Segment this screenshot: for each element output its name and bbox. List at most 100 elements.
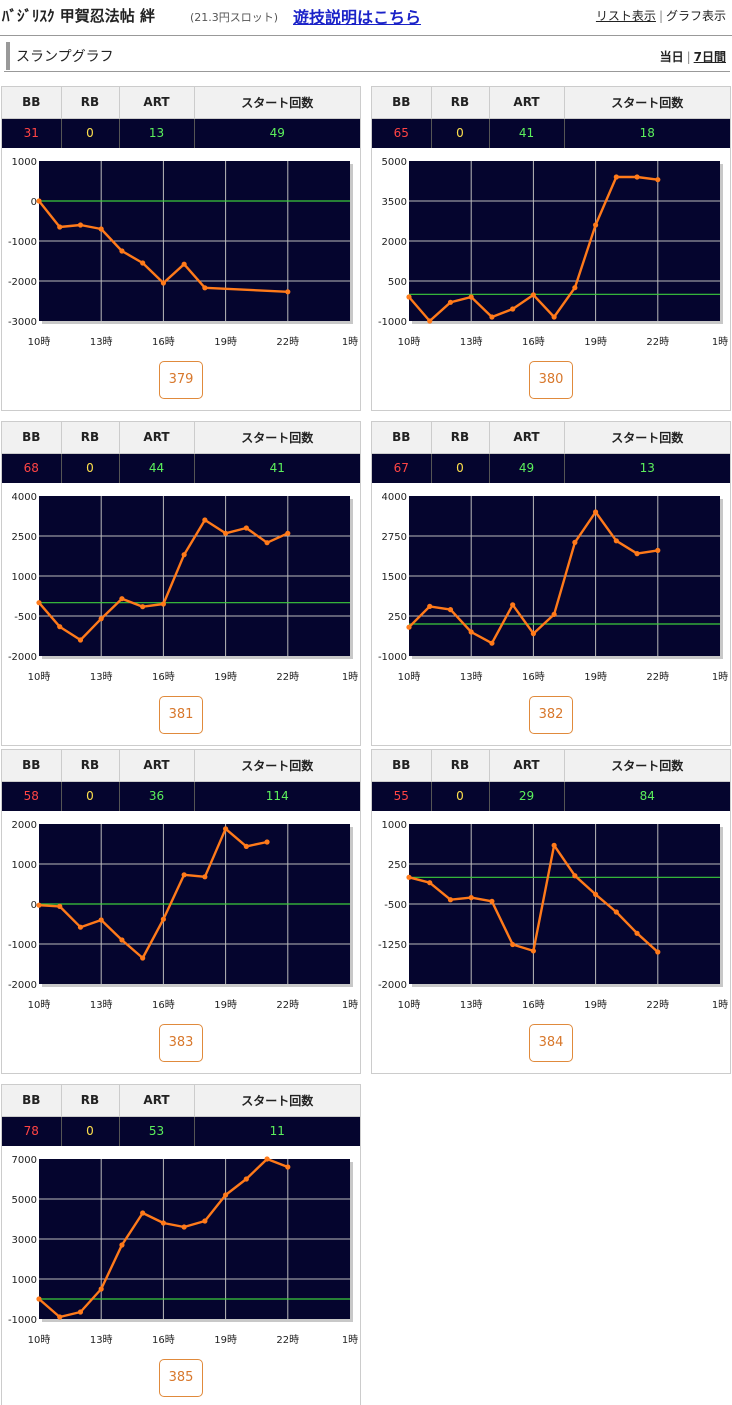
- data-point: [655, 949, 661, 955]
- data-point: [119, 596, 125, 602]
- x-tick-label: 13時: [460, 999, 483, 1011]
- y-tick-label: 5000: [12, 1195, 37, 1206]
- y-tick-label: -3000: [8, 317, 37, 328]
- stats-value-bb: 58: [2, 781, 62, 811]
- y-tick-label: 1000: [12, 157, 37, 168]
- x-tick-label: 16時: [522, 671, 545, 683]
- data-point: [551, 314, 557, 320]
- stats-value-start: 18: [564, 118, 730, 148]
- machine-number-button[interactable]: 379: [159, 361, 203, 399]
- stats-value-bb: 68: [2, 453, 62, 483]
- data-point: [160, 1220, 166, 1226]
- y-tick-label: 0: [31, 197, 37, 208]
- stats-value-bb: 67: [372, 453, 432, 483]
- data-point: [98, 616, 104, 622]
- data-point: [243, 525, 249, 531]
- machine-number-button[interactable]: 381: [159, 696, 203, 734]
- machine-number-button[interactable]: 380: [529, 361, 573, 399]
- data-point: [140, 1210, 146, 1216]
- stats-value-art: 29: [489, 781, 565, 811]
- data-point: [181, 872, 187, 878]
- x-tick-label: 1時: [342, 336, 358, 348]
- stats-value-start: 49: [194, 118, 360, 148]
- y-tick-label: 2000: [12, 820, 37, 831]
- slump-graph: 5000 3500 2000 500 -1000 10時 13時 16時 19時 22時 1時: [378, 157, 728, 348]
- y-tick-label: 3500: [382, 197, 407, 208]
- data-point: [181, 1224, 187, 1230]
- x-tick-label: 22時: [276, 1334, 299, 1346]
- x-tick-label: 22時: [276, 999, 299, 1011]
- data-point: [119, 937, 125, 943]
- y-tick-label: -1000: [8, 1315, 37, 1326]
- machine-number-button[interactable]: 384: [529, 1024, 573, 1062]
- range-7-days[interactable]: 7日間: [693, 50, 726, 64]
- y-tick-label: 2750: [382, 532, 407, 543]
- stats-value-bb: 78: [2, 1116, 62, 1146]
- stats-header-bb: BB: [2, 422, 62, 454]
- data-point: [285, 1164, 291, 1170]
- stats-value-rb: 0: [61, 1116, 120, 1146]
- data-point: [655, 547, 661, 553]
- data-point: [489, 640, 495, 646]
- data-point: [202, 874, 208, 880]
- data-point: [551, 842, 557, 848]
- data-point: [98, 226, 104, 232]
- x-tick-label: 19時: [584, 336, 607, 348]
- stats-header-rb: RB: [431, 750, 490, 782]
- data-point: [243, 843, 249, 849]
- range-today[interactable]: 当日: [659, 50, 684, 64]
- stats-header-rb: RB: [431, 87, 490, 119]
- data-point: [202, 517, 208, 523]
- data-point: [57, 224, 63, 230]
- data-point: [447, 897, 454, 903]
- data-point: [181, 261, 187, 267]
- stats-value-rb: 0: [431, 453, 490, 483]
- x-tick-label: 1時: [712, 671, 728, 683]
- stats-value-start: 84: [564, 781, 730, 811]
- data-point: [285, 530, 291, 536]
- data-point: [530, 292, 536, 298]
- x-tick-label: 1時: [342, 671, 358, 683]
- x-tick-label: 13時: [90, 336, 113, 348]
- machine-card: BB RB ART スタート回数 55 0 29 84 1000 250 -500 -1250 -200…: [371, 749, 731, 1074]
- machine-number-button[interactable]: 382: [529, 696, 573, 734]
- stats-header-art: ART: [489, 87, 565, 119]
- data-point: [406, 624, 412, 630]
- data-point: [264, 839, 270, 845]
- x-tick-label: 16時: [152, 999, 175, 1011]
- data-point: [489, 898, 495, 904]
- machine-number-button[interactable]: 383: [159, 1024, 203, 1062]
- y-tick-label: 2500: [12, 532, 37, 543]
- data-point: [489, 314, 495, 320]
- data-point: [593, 222, 599, 228]
- data-point: [98, 917, 104, 923]
- x-tick-label: 22時: [276, 671, 299, 683]
- list-view-link[interactable]: リスト表示: [595, 9, 656, 23]
- x-tick-label: 10時: [398, 671, 421, 683]
- machine-stats-table: BB RB ART スタート回数 55 0 29 84: [372, 750, 730, 811]
- stats-header-art: ART: [119, 87, 195, 119]
- y-tick-label: -1250: [378, 940, 407, 951]
- data-point: [530, 948, 536, 954]
- stats-value-start: 114: [194, 781, 360, 811]
- range-switch: 当日 | 7日間: [660, 48, 726, 65]
- x-tick-label: 19時: [584, 671, 607, 683]
- stats-value-art: 36: [119, 781, 195, 811]
- y-tick-label: -1000: [378, 652, 407, 663]
- machine-number-button[interactable]: 385: [159, 1359, 203, 1397]
- machine-card: BB RB ART スタート回数 31 0 13 49 1000 0 -1000 -2000 -3000…: [1, 86, 361, 411]
- stats-value-art: 44: [119, 453, 195, 483]
- machine-card: BB RB ART スタート回数 67 0 49 13 4000 2750 1500 250 -1000…: [371, 421, 731, 746]
- stats-value-rb: 0: [431, 781, 490, 811]
- data-point: [427, 603, 433, 609]
- stats-header-bb: BB: [372, 87, 432, 119]
- stats-header-rb: RB: [61, 1085, 120, 1117]
- stats-value-bb: 65: [372, 118, 432, 148]
- stats-header-start: スタート回数: [194, 422, 360, 454]
- stats-header-rb: RB: [61, 87, 120, 119]
- stats-header-art: ART: [489, 422, 565, 454]
- data-point: [510, 602, 516, 608]
- x-tick-label: 22時: [646, 336, 669, 348]
- data-point: [140, 260, 146, 266]
- rule-explanation-link[interactable]: 遊技説明はこちら: [293, 8, 422, 27]
